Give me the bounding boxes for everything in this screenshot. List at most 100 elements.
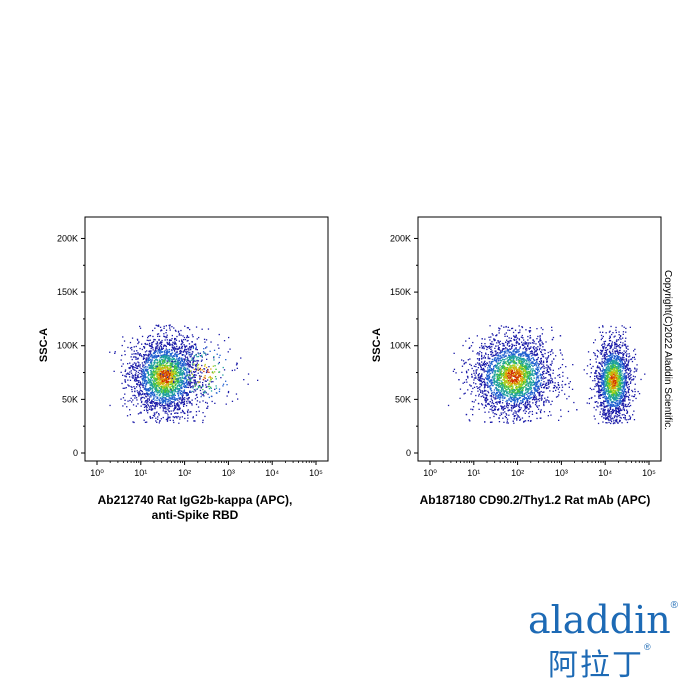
data-point (166, 395, 168, 397)
data-point (515, 386, 517, 388)
data-point (165, 379, 168, 381)
data-point (195, 388, 197, 390)
data-point (124, 369, 127, 371)
data-point (147, 377, 149, 379)
data-point (231, 369, 233, 372)
data-point (147, 374, 150, 377)
data-point (187, 399, 189, 401)
data-point (507, 377, 509, 379)
data-point (529, 392, 531, 394)
data-point (522, 365, 524, 367)
data-point (182, 351, 185, 353)
data-point (136, 365, 138, 367)
data-point (181, 395, 184, 398)
data-point (509, 339, 511, 342)
data-point (481, 381, 483, 384)
data-point (173, 366, 175, 368)
data-point (175, 377, 177, 379)
data-point (484, 365, 486, 368)
data-point (156, 325, 159, 327)
data-point (519, 367, 521, 369)
data-point (247, 373, 250, 375)
data-point (527, 359, 529, 361)
data-point (145, 383, 147, 385)
data-point (166, 404, 169, 406)
data-point (147, 371, 149, 373)
data-point (142, 372, 144, 374)
data-point (179, 416, 181, 418)
data-point (193, 355, 196, 357)
data-point (477, 387, 479, 390)
data-point (122, 374, 124, 376)
data-point (193, 375, 195, 377)
data-point (514, 364, 516, 366)
data-point (133, 350, 135, 352)
data-point (489, 366, 491, 368)
data-point (142, 380, 144, 382)
data-point (198, 381, 200, 383)
data-point (207, 393, 209, 395)
data-point (168, 356, 170, 359)
data-point (478, 354, 480, 356)
data-point (163, 355, 166, 357)
data-point (215, 385, 217, 387)
data-point (190, 353, 192, 355)
data-point (511, 378, 514, 380)
data-point (164, 358, 166, 360)
data-point (516, 369, 518, 371)
data-point (536, 360, 538, 363)
data-point (139, 393, 141, 395)
data-point (143, 367, 145, 369)
data-point (192, 361, 194, 363)
data-point (176, 385, 178, 387)
data-point (488, 375, 491, 377)
data-point (167, 405, 169, 407)
data-point (517, 368, 519, 371)
data-point (177, 375, 179, 377)
data-point (144, 387, 146, 389)
data-point (494, 339, 496, 341)
data-point (502, 366, 504, 368)
data-point (537, 371, 539, 373)
data-point (218, 347, 220, 349)
data-point (141, 343, 143, 345)
data-point (521, 401, 523, 404)
data-point (160, 374, 163, 377)
data-point (144, 363, 147, 365)
data-point (547, 383, 550, 386)
data-point (479, 379, 481, 382)
data-point (185, 345, 187, 347)
data-point (195, 369, 197, 371)
data-point (169, 369, 171, 372)
data-point (535, 354, 537, 356)
data-point (211, 377, 213, 379)
data-point (195, 347, 197, 349)
data-point (168, 394, 170, 396)
data-point (485, 400, 487, 403)
data-point (188, 343, 191, 345)
data-point (521, 326, 524, 329)
data-point (147, 409, 149, 412)
data-point (524, 404, 526, 406)
data-point (169, 394, 171, 396)
data-point (180, 381, 183, 384)
data-point (533, 342, 535, 344)
data-point (174, 363, 177, 365)
data-point (139, 412, 141, 414)
data-point (488, 376, 491, 378)
data-point (156, 391, 158, 394)
data-point (515, 405, 517, 407)
data-point (171, 365, 173, 367)
data-point (176, 362, 179, 364)
data-point (523, 393, 526, 395)
data-point (156, 382, 158, 384)
data-point (162, 387, 164, 389)
data-point (176, 350, 178, 353)
data-point (195, 344, 197, 346)
data-point (491, 402, 493, 404)
data-point (179, 408, 181, 410)
data-point (530, 351, 532, 353)
data-point (150, 381, 152, 384)
data-point (168, 373, 170, 375)
data-point (198, 336, 200, 339)
